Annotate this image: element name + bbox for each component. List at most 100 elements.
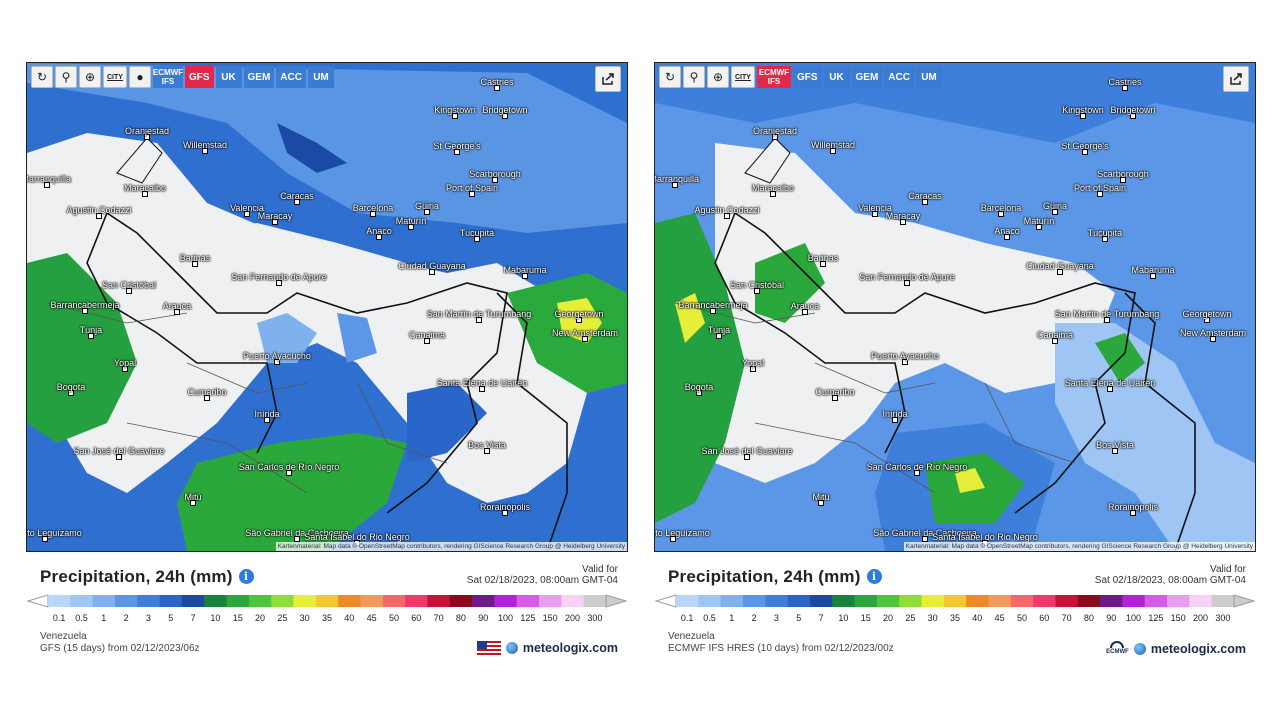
scale-swatch <box>405 595 428 607</box>
scale-swatch <box>1144 595 1168 607</box>
location-pin-icon: ⚲ <box>689 70 699 84</box>
scale-tick-label: 35 <box>949 613 961 623</box>
city-label: San Cristóbal <box>729 280 785 290</box>
city-label: Barranquilla <box>26 174 72 184</box>
scale-swatch <box>271 595 294 607</box>
city-marker <box>772 134 778 140</box>
share-button[interactable] <box>595 66 621 92</box>
scale-tick-label: 2 <box>751 613 757 623</box>
chart-title: Precipitation, 24h (mm) i <box>40 567 254 587</box>
city-toggle-button[interactable]: CITY <box>731 66 755 88</box>
city-label: Agustin Codazzi <box>66 205 132 215</box>
model-ecmwf-button[interactable]: ECMWF IFS <box>756 66 791 88</box>
scale-swatch <box>583 595 607 607</box>
city-label: Arauca <box>790 301 820 311</box>
model-gem-button[interactable]: GEM <box>851 66 883 88</box>
city-label: Tucupita <box>459 228 495 238</box>
refresh-button[interactable]: ↻ <box>31 66 53 88</box>
scale-swatch <box>159 595 183 607</box>
valid-for-label: Valid for <box>582 564 618 575</box>
scale-tick-label: 1 <box>729 613 735 623</box>
city-marker <box>88 333 94 339</box>
city-label: San Carlos de Río Negro <box>238 462 340 472</box>
scale-tick-label: 70 <box>1061 613 1072 623</box>
city-label: Bos Vista <box>468 440 506 450</box>
city-label: Georgetown <box>1182 309 1232 319</box>
city-marker <box>469 191 475 197</box>
scale-tick-label: 2 <box>123 613 129 623</box>
city-label: Puerto Ayacucho <box>243 351 311 361</box>
scale-swatch <box>1167 595 1190 607</box>
model-um-button[interactable]: UM <box>307 66 334 88</box>
city-marker <box>142 191 148 197</box>
info-icon[interactable]: i <box>866 569 882 584</box>
city-marker <box>716 333 722 339</box>
city-label: São Gabriel da Cachoeira <box>873 528 977 538</box>
city-label: São Gabriel da Cachoeira <box>245 528 349 538</box>
scale-tick-label: 7 <box>818 613 824 623</box>
scale-tick-label: 20 <box>255 613 266 623</box>
city-label: Canaima <box>408 330 446 340</box>
scale-ticks: 0.1 0.5 1 2 3 5 7 10 15 20 25 30 35 40 45 50 60 70 80 90 100… <box>26 613 628 625</box>
scale-tick-label: 0.1 <box>680 613 694 623</box>
model-uk-button[interactable]: UK <box>823 66 850 88</box>
scale-tick-label: 80 <box>1083 613 1094 623</box>
city-label: Rorainópolis <box>1107 502 1159 512</box>
city-label: Maturín <box>1023 216 1055 226</box>
zoom-button[interactable]: ⊕ <box>79 66 101 88</box>
city-label: Port of Spain <box>445 183 499 193</box>
city-marker <box>452 113 458 119</box>
city-label: San Martín de Turumbang <box>426 309 532 319</box>
brand-logo[interactable]: meteologix.com <box>476 641 618 655</box>
city-label: Castries <box>480 77 514 87</box>
map-view[interactable]: ↻ ⚲ ⊕ CITY ECMWF IFS GFS UK GEM ACC UM C… <box>654 62 1256 552</box>
scale-swatch <box>561 595 585 607</box>
city-marker <box>710 308 716 314</box>
city-label: San Fernando de Apure <box>859 272 955 282</box>
model-acc-button[interactable]: ACC <box>276 66 306 88</box>
overlay-toggle-button[interactable]: ● <box>128 66 151 88</box>
city-marker <box>802 309 808 315</box>
model-gfs-button[interactable]: GFS <box>792 66 822 88</box>
scale-swatch <box>809 595 833 607</box>
model-um-button[interactable]: UM <box>915 66 942 88</box>
locate-button[interactable]: ⚲ <box>683 66 705 88</box>
scale-left-arrow <box>654 594 677 608</box>
city-label: Willemstad <box>182 140 228 150</box>
city-marker <box>424 209 430 215</box>
city-toggle-button[interactable]: CITY <box>103 66 127 88</box>
model-gfs-button[interactable]: GFS <box>184 66 214 88</box>
city-label: Scarborough <box>1097 169 1149 179</box>
city-label: Oranjestad <box>752 126 798 136</box>
city-label: Mitú <box>812 492 830 502</box>
city-label: Yopal <box>113 358 137 368</box>
info-icon[interactable]: i <box>238 569 254 584</box>
model-uk-button[interactable]: UK <box>215 66 242 88</box>
scale-swatch <box>338 595 361 607</box>
model-ecmwf-button[interactable]: ECMWF IFS <box>152 66 184 88</box>
scale-swatch <box>226 595 250 607</box>
locate-button[interactable]: ⚲ <box>55 66 77 88</box>
refresh-icon: ↻ <box>664 70 676 84</box>
city-label: Canaima <box>1036 330 1074 340</box>
zoom-button[interactable]: ⊕ <box>707 66 729 88</box>
scale-tick-label: 5 <box>168 613 174 623</box>
city-label: St George's <box>1061 141 1109 151</box>
city-toggle-label: CITY <box>735 73 751 81</box>
valid-time: Valid for Sat 02/18/2023, 08:00am GMT-04 <box>1095 564 1246 586</box>
city-marker <box>502 510 508 516</box>
model-gem-button[interactable]: GEM <box>243 66 275 88</box>
model-acc-button[interactable]: ACC <box>884 66 914 88</box>
city-marker <box>286 470 292 476</box>
share-button[interactable] <box>1223 66 1249 92</box>
city-marker <box>68 390 74 396</box>
brand-logo[interactable]: ECMWF meteologix.com <box>1106 641 1246 656</box>
scale-tick-label: 15 <box>860 613 871 623</box>
refresh-button[interactable]: ↻ <box>659 66 681 88</box>
map-view[interactable]: ↻ ⚲ ⊕ CITY ● ECMWF IFS GFS UK GEM ACC UM… <box>26 62 628 552</box>
scale-tick-label: 10 <box>838 613 849 623</box>
city-label: Kingstown <box>434 105 476 115</box>
valid-time-value: Sat 02/18/2023, 08:00am GMT-04 <box>466 575 618 586</box>
scale-swatch <box>382 595 406 607</box>
scale-tick-label: 200 <box>1193 613 1209 623</box>
